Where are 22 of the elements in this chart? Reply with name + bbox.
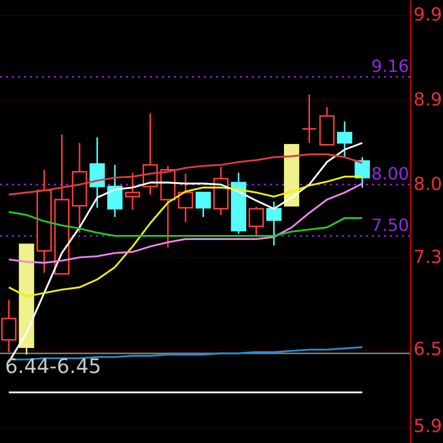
y-tick-label: 7.3 xyxy=(414,246,442,268)
candlestick xyxy=(336,120,352,158)
candlestick xyxy=(302,94,317,144)
y-tick-label: 8.9 xyxy=(414,89,442,110)
candlestick xyxy=(90,136,105,208)
ref-line-label: 9.16 xyxy=(371,56,410,77)
candlestick xyxy=(178,172,194,223)
annotation: 6.44-6.45 xyxy=(5,354,102,378)
candlestick xyxy=(248,206,264,236)
candlestick xyxy=(354,156,370,188)
y-tick-label: 8.0 xyxy=(414,174,442,196)
y-tick-label: 5.9 xyxy=(414,416,442,438)
candlestick xyxy=(196,192,211,218)
candlestick xyxy=(266,200,282,246)
y-tick-label: 6.5 xyxy=(414,339,442,360)
y-tick-label: 9.9 xyxy=(414,4,442,26)
ref-line-label: 7.50 xyxy=(371,216,410,236)
candlestick xyxy=(124,172,140,211)
ref-line-label: 8.00 xyxy=(371,164,410,185)
candlestick xyxy=(107,164,123,218)
line-series xyxy=(8,210,364,237)
line-series xyxy=(8,182,364,264)
